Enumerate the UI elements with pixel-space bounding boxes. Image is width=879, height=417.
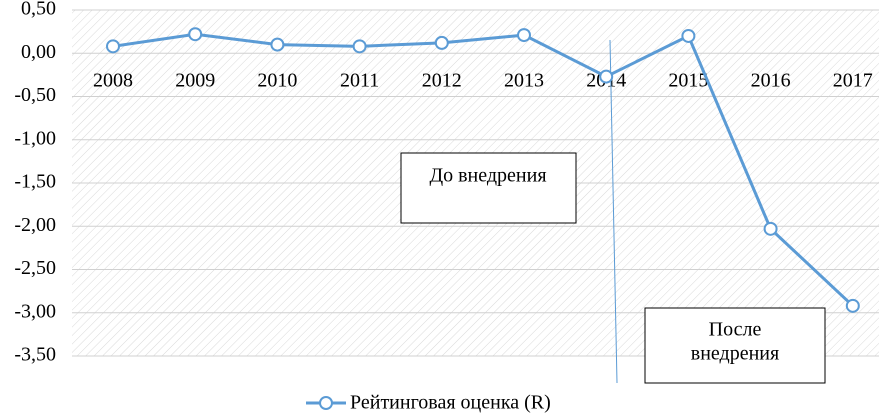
point-marker — [599, 69, 614, 84]
series-line — [112, 32, 854, 307]
point-marker — [845, 298, 860, 313]
point-marker — [188, 27, 203, 42]
y-tick-label: -0,50 — [14, 84, 56, 106]
annotation-text: До внедрения — [429, 165, 546, 187]
x-tick-label: 2013 — [504, 70, 544, 92]
annotation-box — [644, 307, 826, 384]
divider-line — [609, 39, 618, 384]
annotation-text: После — [709, 319, 762, 341]
y-tick-label: -3,00 — [14, 300, 56, 322]
legend-marker — [319, 396, 333, 410]
y-tick-label: -3,50 — [14, 344, 56, 366]
x-tick-label: 2011 — [340, 70, 379, 92]
x-tick-label: 2015 — [668, 70, 708, 92]
point-marker — [763, 221, 778, 236]
x-tick-label: 2008 — [93, 70, 133, 92]
y-tick-label: 0,00 — [21, 41, 56, 63]
y-tick-label: -1,50 — [14, 171, 56, 193]
point-marker — [352, 39, 367, 54]
point-marker — [681, 28, 696, 43]
x-tick-label: 2016 — [751, 70, 791, 92]
x-tick-label: 2010 — [257, 70, 297, 92]
annotation-box — [400, 152, 577, 224]
point-marker — [434, 35, 449, 50]
y-tick-label: 0,50 — [21, 0, 56, 20]
x-tick-label: 2012 — [422, 70, 462, 92]
y-tick-label: -1,00 — [14, 127, 56, 149]
point-marker — [517, 28, 531, 43]
annotation-text: внедрения — [691, 343, 779, 365]
y-tick-label: -2,00 — [14, 214, 56, 236]
y-tick-label: -2,50 — [14, 257, 56, 279]
legend-label: Рейтинговая оценка (R) — [350, 392, 551, 414]
x-tick-label: 2009 — [175, 70, 215, 92]
point-marker — [270, 37, 285, 52]
point-marker — [106, 39, 120, 54]
x-tick-label: 2017 — [833, 70, 873, 92]
